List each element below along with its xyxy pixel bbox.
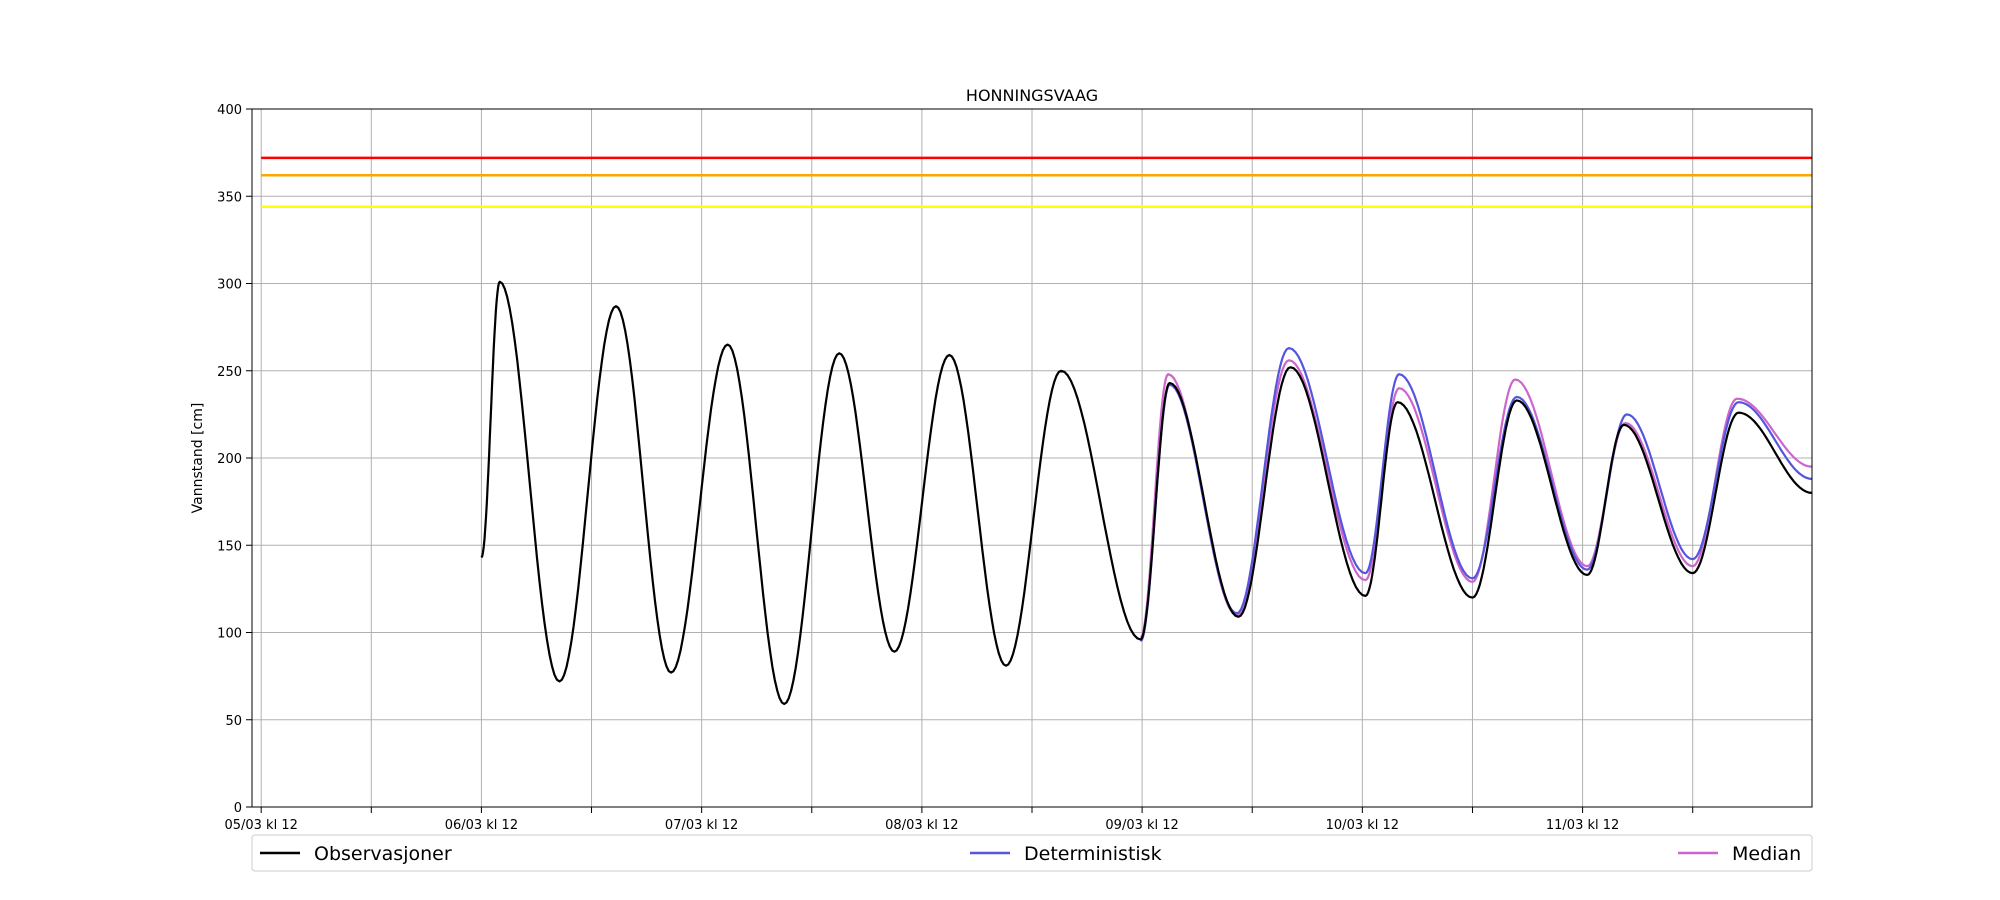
legend: Observasjoner Deterministisk Median xyxy=(251,834,1813,872)
legend-label: Deterministisk xyxy=(1024,843,1162,865)
y-tick-label: 400 xyxy=(217,103,242,118)
y-tick-label: 100 xyxy=(217,627,242,642)
chart-title: HONNINGSVAAG xyxy=(966,86,1098,105)
y-tick-label: 150 xyxy=(217,539,242,554)
x-axis: 05/03 kl 12 06/03 kl 12 07/03 kl 12 08/03 k… xyxy=(224,807,1694,833)
x-tick-label: 08/03 kl 12 xyxy=(885,818,958,833)
x-tick-label: 09/03 kl 12 xyxy=(1105,818,1178,833)
x-tick-label: 10/03 kl 12 xyxy=(1326,818,1399,833)
series-line-observasjoner xyxy=(480,280,1813,706)
x-tick-label: 05/03 kl 12 xyxy=(224,818,297,833)
y-tick-label: 0 xyxy=(234,801,242,816)
threshold-lines xyxy=(261,156,1812,208)
y-tick-label: 200 xyxy=(217,452,242,467)
y-axis: 0 50 100 150 200 250 300 350 400 xyxy=(217,103,252,816)
series-line-deterministisk xyxy=(1139,347,1813,643)
grid xyxy=(252,108,1812,808)
y-tick-label: 300 xyxy=(217,278,242,293)
x-tick-label: 11/03 kl 12 xyxy=(1546,818,1619,833)
x-tick-label: 07/03 kl 12 xyxy=(665,818,738,833)
legend-label: Observasjoner xyxy=(314,843,452,865)
series-line-median xyxy=(1139,359,1813,639)
legend-label: Median xyxy=(1732,843,1801,865)
x-tick-label: 06/03 kl 12 xyxy=(445,818,518,833)
y-tick-label: 50 xyxy=(225,714,242,729)
y-tick-label: 350 xyxy=(217,190,242,205)
series-lines xyxy=(480,280,1813,706)
legend-box xyxy=(251,834,1813,872)
y-axis-label: Vannstand [cm] xyxy=(190,403,206,514)
y-tick-label: 250 xyxy=(217,365,242,380)
